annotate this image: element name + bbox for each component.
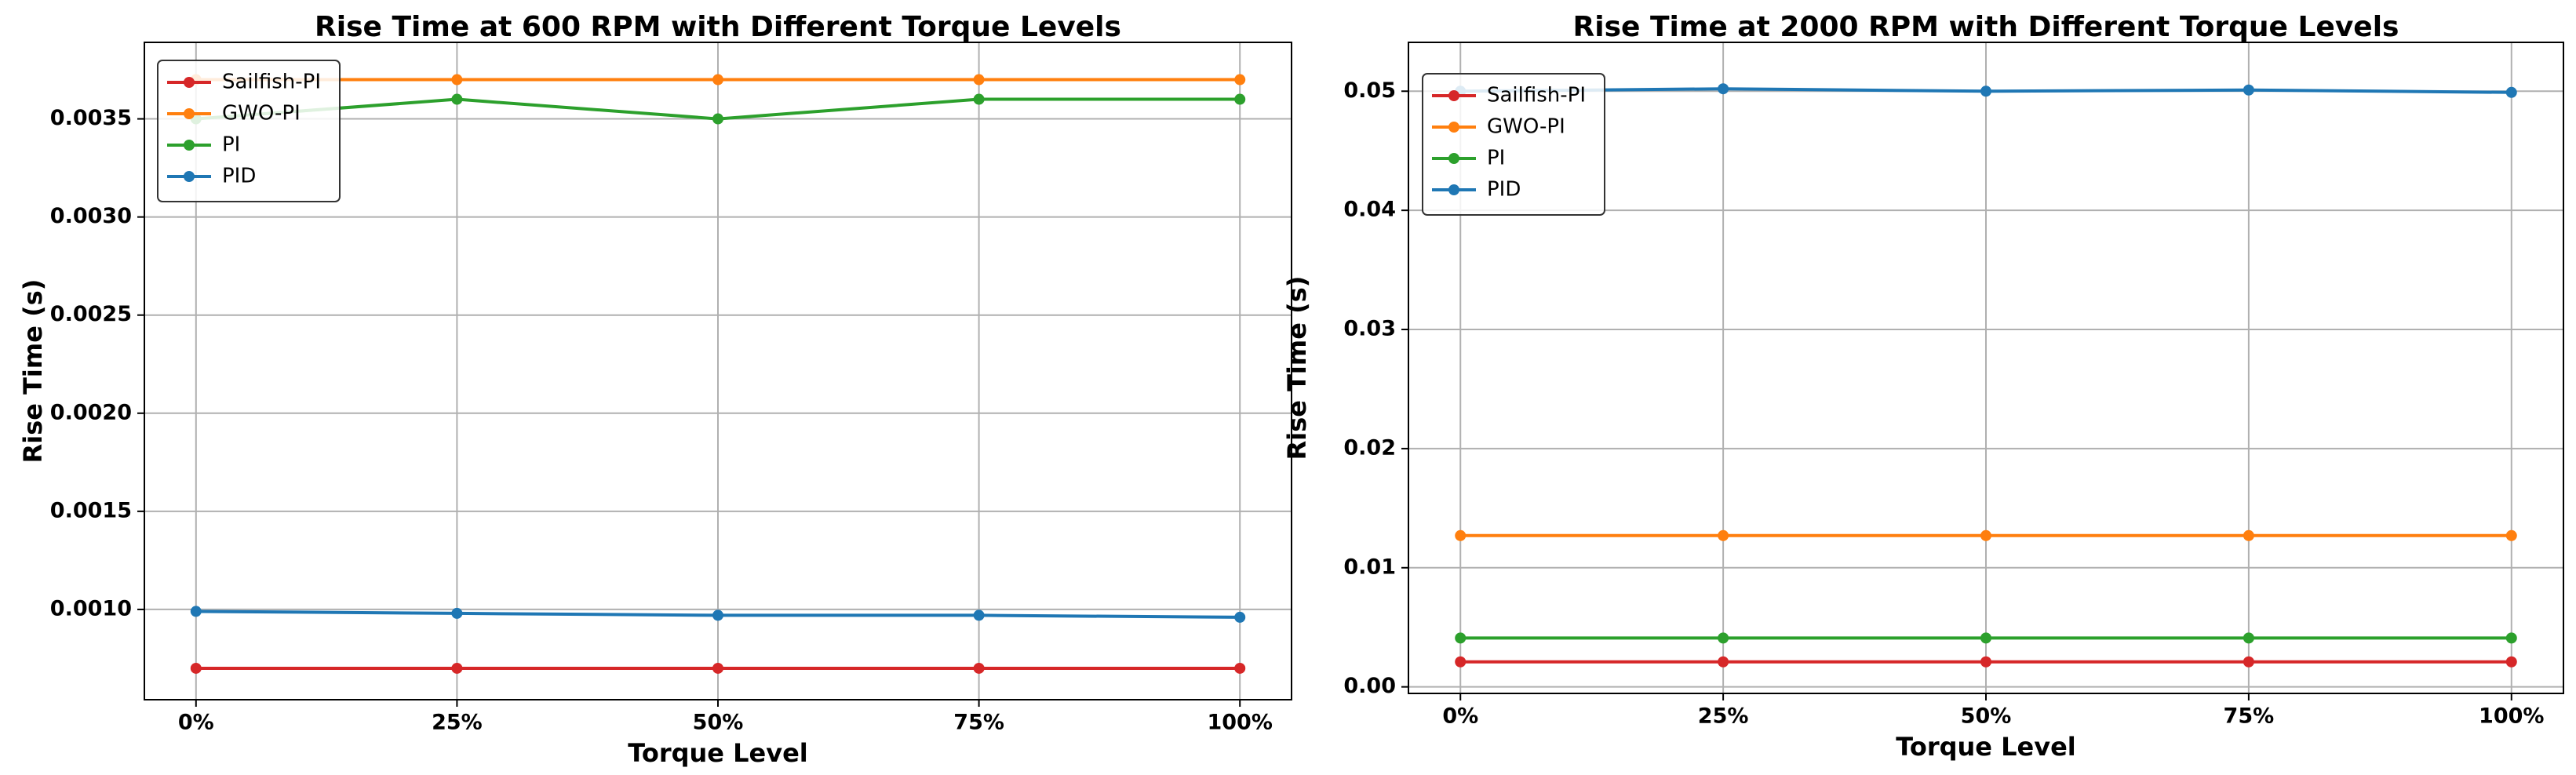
legend-label: GWO-PI xyxy=(222,102,301,126)
data-point xyxy=(1718,529,1729,541)
legend-marker xyxy=(1448,90,1459,101)
data-point xyxy=(190,662,202,674)
data-point xyxy=(1718,83,1729,95)
legend-label: PID xyxy=(222,165,256,188)
y-tick-label: 0.0010 xyxy=(50,596,132,620)
y-tick-label: 0.0030 xyxy=(50,204,132,228)
data-point xyxy=(451,662,463,674)
legend-label: PI xyxy=(1487,147,1505,170)
legend-box xyxy=(157,60,341,202)
legend-marker xyxy=(1448,153,1459,164)
data-point xyxy=(712,662,723,674)
data-point xyxy=(451,607,463,619)
x-tick-label: 75% xyxy=(953,711,1004,735)
y-tick-label: 0.02 xyxy=(1343,435,1396,460)
data-point xyxy=(1980,632,1991,644)
data-point xyxy=(451,93,463,105)
data-point xyxy=(973,93,985,105)
data-point xyxy=(973,662,985,674)
y-tick-label: 0.05 xyxy=(1343,78,1396,103)
x-tick-label: 100% xyxy=(1207,711,1272,735)
data-point xyxy=(973,74,985,86)
y-tick-label: 0.03 xyxy=(1343,317,1396,341)
data-point xyxy=(2243,529,2254,541)
data-point xyxy=(1455,656,1467,668)
legend-label: PI xyxy=(222,133,240,157)
x-tick-label: 50% xyxy=(693,711,744,735)
data-point xyxy=(1455,632,1467,644)
legend-box xyxy=(1422,73,1605,216)
y-tick-label: 0.0025 xyxy=(50,302,132,326)
y-tick-label: 0.00 xyxy=(1343,674,1396,698)
legend-marker xyxy=(1448,184,1459,195)
data-point xyxy=(712,74,723,86)
data-point xyxy=(1234,662,1246,674)
data-point xyxy=(712,113,723,125)
x-axis-label: Torque Level xyxy=(1896,732,2076,762)
data-point xyxy=(712,609,723,621)
y-tick-label: 0.0020 xyxy=(50,400,132,424)
data-point xyxy=(1455,529,1467,541)
legend: Sailfish-PI GWO-PI PI PID xyxy=(1422,73,1605,216)
data-point xyxy=(2505,632,2517,644)
legend-label: Sailfish-PI xyxy=(1487,84,1586,107)
plot-frame xyxy=(1408,42,2564,694)
chart: 0.0010 0.0015 0.0020 0.0025 0.0030 0.0035 0% 25… xyxy=(18,11,1292,768)
x-tick-label: 0% xyxy=(1442,704,1478,729)
legend: Sailfish-PI GWO-PI PI PID xyxy=(157,60,341,202)
legend-marker xyxy=(184,77,195,88)
x-tick-label: 25% xyxy=(1698,704,1749,729)
x-tick-label: 75% xyxy=(2224,704,2275,729)
chart-title: Rise Time at 600 RPM with Different Torq… xyxy=(315,11,1121,43)
data-point xyxy=(1980,529,1991,541)
legend-marker xyxy=(184,108,195,119)
data-point xyxy=(2505,86,2517,98)
data-point xyxy=(2505,656,2517,668)
chart: 0.00 0.01 0.02 0.03 0.04 0.05 0% 25% 50% 75% 100% R… xyxy=(1282,11,2564,762)
data-point xyxy=(973,609,985,621)
y-axis-label: Rise Time (s) xyxy=(18,279,48,464)
x-tick-label: 50% xyxy=(1961,704,2012,729)
x-tick-label: 0% xyxy=(178,711,214,735)
data-point xyxy=(451,74,463,86)
data-point xyxy=(1234,93,1246,105)
data-point xyxy=(2243,656,2254,668)
data-point xyxy=(1234,74,1246,86)
legend-label: PID xyxy=(1487,178,1521,202)
y-tick-label: 0.01 xyxy=(1343,555,1396,579)
y-tick-label: 0.04 xyxy=(1343,198,1396,222)
data-point xyxy=(190,606,202,617)
x-tick-label: 100% xyxy=(2479,704,2544,729)
legend-marker xyxy=(184,140,195,151)
legend-label: Sailfish-PI xyxy=(222,71,321,94)
y-axis-label: Rise Time (s) xyxy=(1282,276,1312,460)
y-tick-label: 0.0035 xyxy=(50,106,132,130)
data-point xyxy=(1980,656,1991,668)
data-point xyxy=(1234,611,1246,623)
chart-title: Rise Time at 2000 RPM with Different Tor… xyxy=(1573,11,2399,43)
x-axis-label: Torque Level xyxy=(628,738,808,768)
plot-frame xyxy=(144,42,1292,700)
legend-marker xyxy=(1448,122,1459,133)
legend-label: GWO-PI xyxy=(1487,115,1565,139)
data-point xyxy=(2505,529,2517,541)
x-tick-label: 25% xyxy=(432,711,483,735)
data-point xyxy=(1718,632,1729,644)
data-point xyxy=(2243,632,2254,644)
data-point xyxy=(1718,656,1729,668)
data-point xyxy=(2243,84,2254,96)
legend-marker xyxy=(184,171,195,182)
y-tick-label: 0.0015 xyxy=(50,498,132,522)
data-point xyxy=(1980,86,1991,97)
